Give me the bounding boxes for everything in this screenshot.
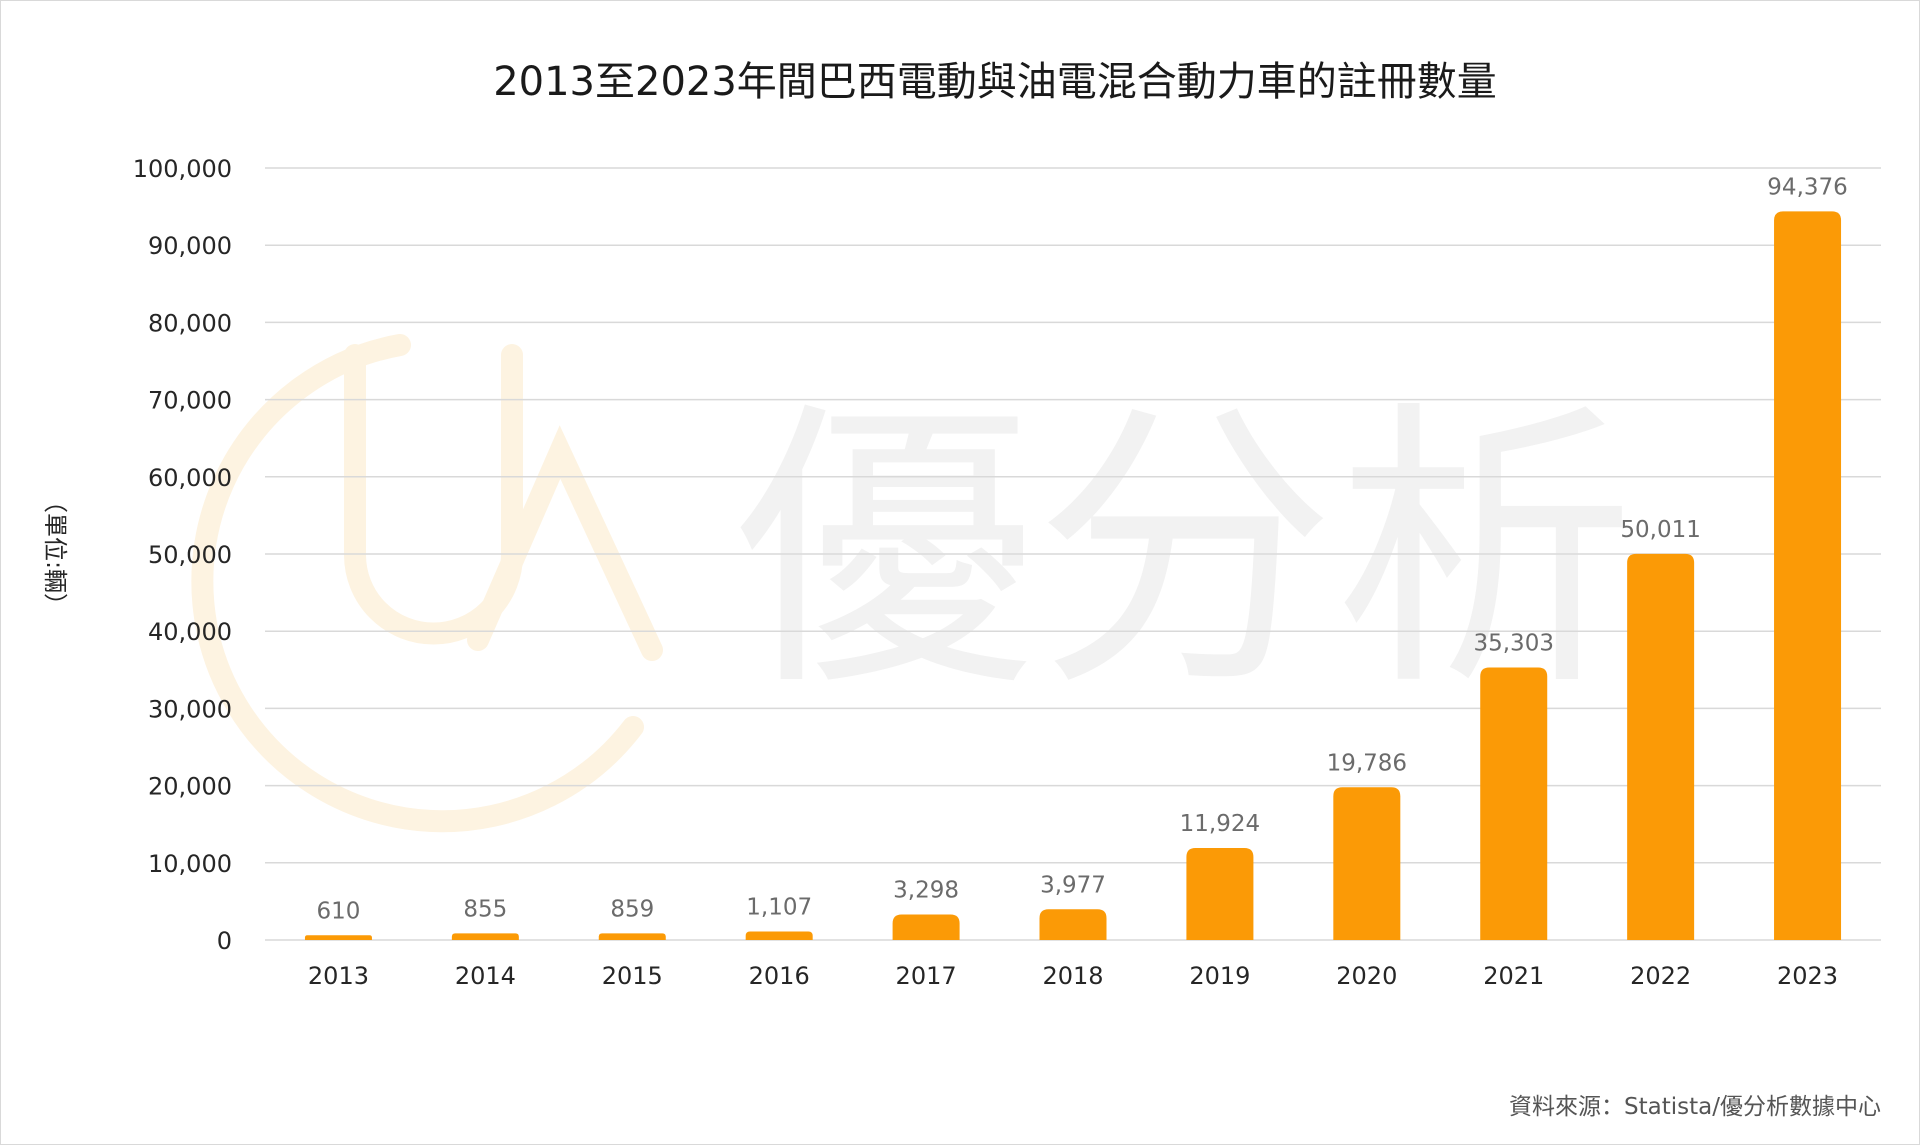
data-label-2023: 94,376 [1767,174,1847,200]
data-label-2014: 855 [463,896,507,922]
data-label-2013: 610 [317,898,361,924]
data-labels: 610 855 859 1,107 3,298 3,977 11,924 19,786 35,3… [317,174,1848,924]
x-tick-label-2014: 2014 [455,962,516,990]
y-tick-labels: 0 10,000 20,000 30,000 40,000 50,000 60,000 70,… [133,155,232,955]
y-tick-label-100000: 100,000 [133,155,232,183]
bar-2017 [892,914,960,940]
bar-2020 [1333,787,1401,940]
y-tick-label-30000: 30,000 [148,695,232,723]
y-tick-label-70000: 70,000 [148,387,232,415]
x-tick-labels: 2013 2014 2015 2016 2017 2018 2019 2020 2021 2022… [308,962,1838,990]
bar-2021 [1480,667,1548,940]
x-tick-label-2022: 2022 [1630,962,1691,990]
y-tick-label-10000: 10,000 [148,850,232,878]
data-label-2020: 19,786 [1327,750,1407,776]
data-label-2021: 35,303 [1473,630,1553,656]
x-tick-label-2017: 2017 [896,962,957,990]
bar-2015 [598,933,666,940]
y-tick-label-40000: 40,000 [148,618,232,646]
gridlines [265,167,1881,941]
data-label-2016: 1,107 [746,894,812,920]
y-tick-label-50000: 50,000 [148,541,232,569]
x-tick-label-2015: 2015 [602,962,663,990]
x-tick-label-2019: 2019 [1189,962,1250,990]
data-label-2015: 859 [610,896,654,922]
data-label-2019: 11,924 [1180,811,1260,837]
x-tick-label-2013: 2013 [308,962,369,990]
bar-2013 [304,935,372,940]
x-tick-label-2018: 2018 [1042,962,1103,990]
y-tick-label-0: 0 [217,927,232,955]
x-tick-label-2021: 2021 [1483,962,1544,990]
y-tick-label-90000: 90,000 [148,232,232,260]
data-label-2017: 3,298 [893,878,959,904]
x-tick-label-2023: 2023 [1777,962,1838,990]
source-note: 資料來源：Statista/優分析數據中心 [1509,1094,1881,1120]
x-tick-label-2016: 2016 [749,962,810,990]
bar-2023 [1774,211,1842,940]
y-tick-label-20000: 20,000 [148,773,232,801]
data-label-2018: 3,977 [1040,872,1106,898]
data-label-2022: 50,011 [1620,517,1700,543]
x-tick-label-2020: 2020 [1336,962,1397,990]
y-tick-label-60000: 60,000 [148,464,232,492]
bar-2014 [451,933,519,940]
watermark-text: 優分析 [735,377,1635,726]
bars [304,211,1842,940]
y-axis-label: （單位:輛） [41,489,69,617]
chart-title: 2013至2023年間巴西電動與油電混合動力車的註冊數量 [493,59,1497,105]
bar-2016 [745,931,813,940]
bar-2022 [1627,553,1695,940]
watermark-logo [191,334,663,833]
bar-2018 [1039,909,1107,940]
bar-2019 [1186,847,1254,940]
y-tick-label-80000: 80,000 [148,309,232,337]
watermark: 優分析 [191,334,1635,833]
